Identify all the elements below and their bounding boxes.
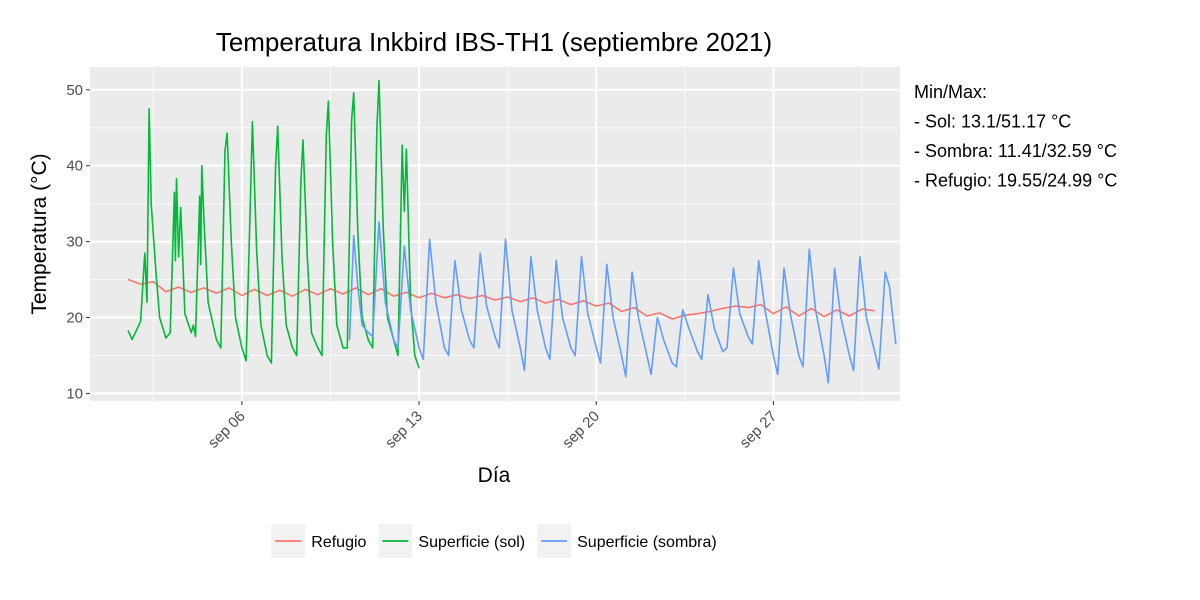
grid-minor [90,67,900,401]
legend-label: Refugio [311,534,366,551]
grid-major [90,67,900,401]
x-tick-label: sep 13 [382,408,426,452]
x-tick-label: sep 20 [559,408,603,452]
series-line-superficie-sombra [348,221,897,384]
chart-title: Temperatura Inkbird IBS-TH1 (septiembre … [216,27,772,57]
legend-label: Superficie (sombra) [577,534,717,551]
x-axis-title: Día [478,464,511,487]
plot-panel [90,67,900,401]
y-tick-label: 30 [66,234,83,251]
y-tick-label: 50 [66,82,83,99]
x-tick-label: sep 27 [736,408,780,452]
y-axis: 10 20 30 40 50 [66,82,90,402]
annotation-line: - Sol: 13.1/51.17 °C [914,112,1071,132]
y-tick-label: 40 [66,158,83,175]
annotation-line: Min/Max: [914,82,987,102]
series-layer [127,79,897,384]
y-tick-label: 20 [66,310,83,327]
series-line-superficie-sol [127,79,420,369]
annotation-line: - Sombra: 11.41/32.59 °C [914,141,1117,161]
annotation-line: - Refugio: 19.55/24.99 °C [914,171,1117,191]
legend-label: Superficie (sol) [418,534,525,551]
legend: Refugio Superficie (sol) Superficie (sombr… [271,524,717,558]
y-axis-title: Temperatura (°C) [28,153,51,314]
y-tick-label: 10 [66,385,83,402]
x-axis: sep 06 sep 13 sep 20 sep 27 [205,401,780,452]
x-tick-label: sep 06 [205,408,249,452]
minmax-annotation: Min/Max: - Sol: 13.1/51.17 °C - Sombra: 11… [914,82,1117,191]
